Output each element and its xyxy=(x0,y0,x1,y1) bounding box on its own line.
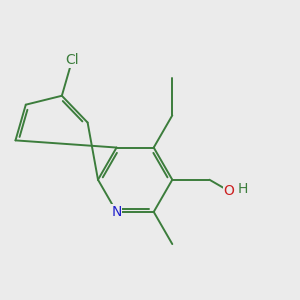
Text: H: H xyxy=(238,182,248,196)
Text: O: O xyxy=(223,184,234,198)
Text: Cl: Cl xyxy=(65,53,79,67)
Text: N: N xyxy=(111,205,122,219)
